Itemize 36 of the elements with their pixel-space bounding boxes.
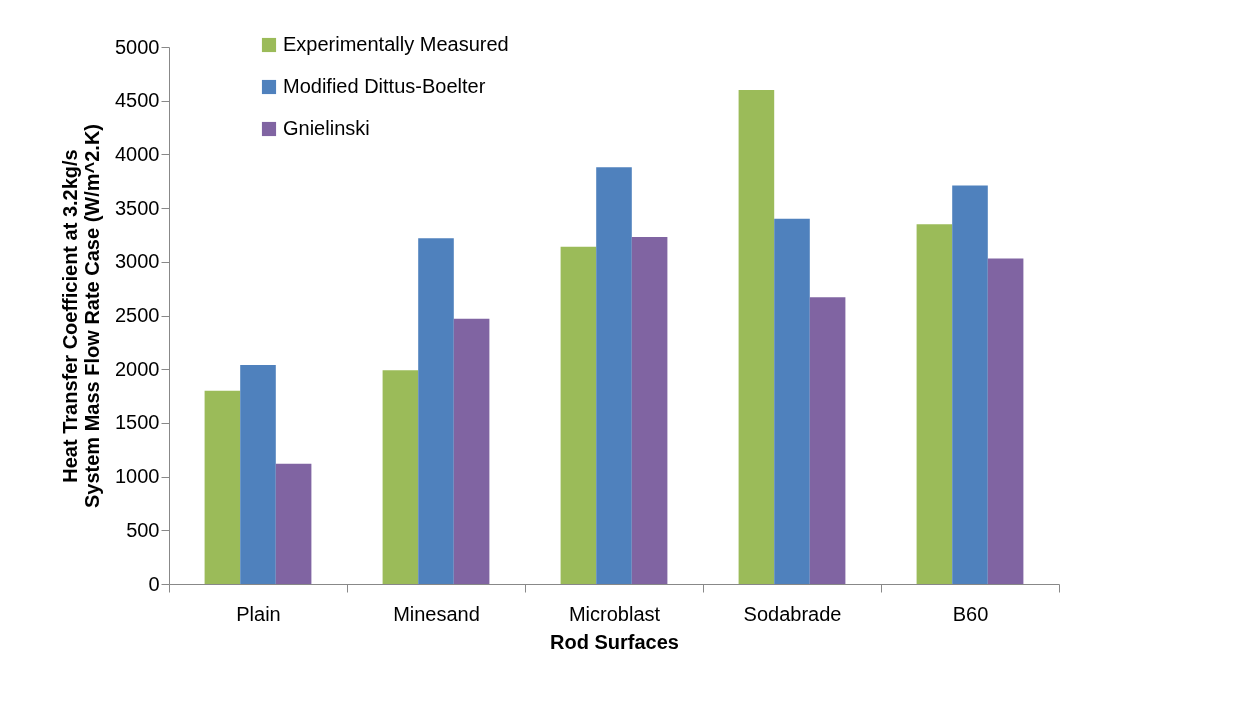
- y-tick-label: 1000: [115, 465, 160, 488]
- bar: [631, 237, 668, 584]
- x-axis-title: Rod Surfaces: [550, 630, 679, 653]
- bar: [275, 463, 312, 584]
- y-tick-label: 5000: [115, 35, 160, 58]
- y-tick-label: 4500: [115, 89, 160, 112]
- x-tick-label: Minesand: [393, 602, 480, 625]
- bar: [382, 370, 419, 584]
- bar: [560, 246, 597, 584]
- bar: [240, 364, 276, 584]
- bar: [418, 238, 454, 584]
- y-tick-label: 500: [126, 518, 160, 541]
- y-axis-title: Heat Transfer Coefficient at 3.2kg/s System Mass Flow Rate Case (W/m^2.K): [59, 123, 104, 509]
- y-tick-label: 4000: [115, 142, 160, 165]
- bar: [952, 185, 988, 584]
- x-tick-label: B60: [952, 602, 989, 625]
- bar: [738, 89, 775, 584]
- y-tick-label: 1500: [115, 411, 160, 434]
- x-tick-label: Microblast: [568, 602, 661, 625]
- bar: [204, 390, 241, 584]
- x-tick-label: Plain: [236, 602, 281, 625]
- y-tick-label: 2500: [115, 304, 160, 326]
- legend-label: Modified Dittus-Boelter: [283, 75, 486, 97]
- bar: [916, 224, 953, 584]
- x-tick-label: Sodabrade: [743, 602, 842, 625]
- bar: [987, 258, 1024, 584]
- legend-label: Experimentally Measured: [283, 33, 509, 55]
- legend-label: Gnielinski: [283, 117, 370, 139]
- y-tick-label: 0: [148, 572, 160, 595]
- bar: [596, 167, 632, 584]
- y-tick-label: 3500: [115, 196, 160, 219]
- bar: [453, 318, 490, 584]
- y-tick-label: 3000: [115, 250, 160, 273]
- bar: [774, 218, 810, 584]
- y-tick-label: 2000: [115, 357, 160, 380]
- bar: [809, 297, 846, 584]
